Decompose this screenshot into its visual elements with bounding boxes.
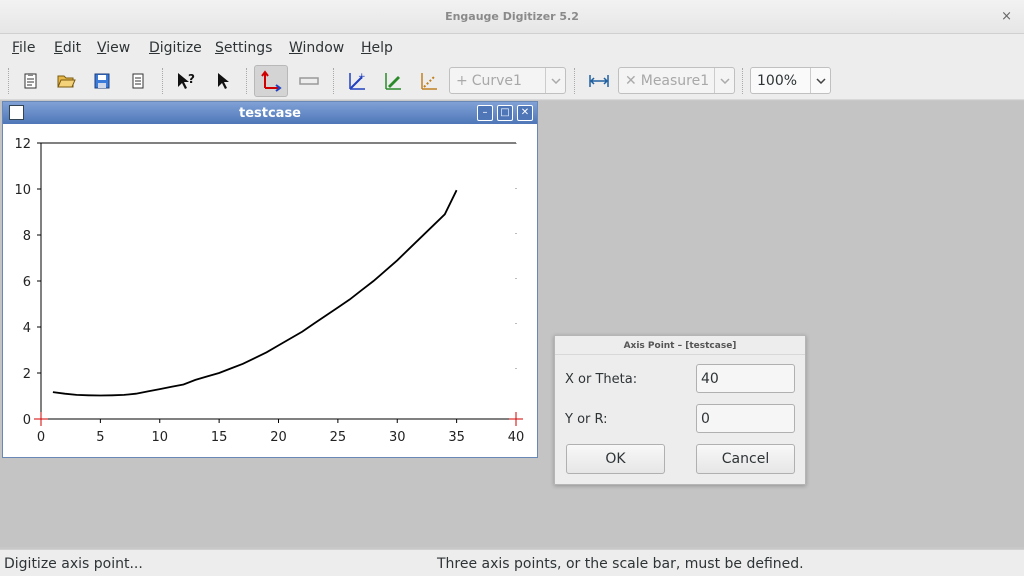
document-icon: [9, 105, 24, 120]
export-icon: [132, 73, 144, 89]
menu-file[interactable]: File: [12, 40, 36, 56]
point-match-button[interactable]: [378, 67, 408, 95]
y-tick-label: 12: [14, 137, 31, 152]
axis-point-dialog: Axis Point – [testcase] X or Theta: Y or…: [554, 335, 806, 485]
chevron-down-icon: [545, 68, 565, 93]
toolbar-separator: [162, 68, 164, 94]
y-tick-label: 4: [23, 321, 31, 336]
menu-view[interactable]: View: [97, 40, 131, 56]
app-titlebar: Engauge Digitizer 5.2 ×: [0, 0, 1024, 34]
document-titlebar[interactable]: testcase – □ ✕: [3, 102, 537, 124]
import-icon: [24, 73, 37, 89]
menubar: File Edit View Digitize Settings Window …: [0, 34, 1024, 62]
toolbar-separator: [742, 68, 744, 94]
app-title: Engauge Digitizer 5.2: [445, 10, 579, 23]
save-icon: [94, 73, 110, 89]
ok-button[interactable]: OK: [566, 444, 665, 474]
x-theta-input[interactable]: [696, 364, 795, 393]
measure-icon: [589, 75, 609, 87]
zoom-combo-value: 100%: [757, 72, 798, 89]
y-tick-label: 10: [14, 183, 31, 198]
import-button[interactable]: [16, 67, 46, 95]
document-close-button[interactable]: ✕: [517, 105, 533, 121]
chevron-down-icon: [810, 68, 830, 93]
close-window-button[interactable]: ×: [1001, 9, 1012, 24]
x-tick-label: 5: [96, 430, 104, 445]
status-left: Digitize axis point...: [4, 556, 143, 572]
measure-button[interactable]: [584, 67, 614, 95]
x-tick-label: 20: [270, 430, 287, 445]
whats-this-button[interactable]: ?: [171, 67, 201, 95]
select-icon: [218, 73, 229, 89]
maximize-button[interactable]: □: [497, 105, 513, 121]
axis-point-button[interactable]: [254, 65, 288, 97]
save-button[interactable]: [87, 67, 117, 95]
curve-combo-value: Curve1: [471, 72, 522, 89]
chevron-down-icon: [714, 68, 734, 93]
toolbar-separator: [246, 68, 248, 94]
plot-canvas[interactable]: 0 2 4 6 8 10 12 0 5 10 15 20 25 30 35 40: [3, 124, 537, 457]
zoom-combo[interactable]: 100%: [750, 67, 831, 94]
minimize-button[interactable]: –: [477, 105, 493, 121]
toolbar-separator: [8, 68, 10, 94]
curve-point-button[interactable]: +: [342, 67, 372, 95]
menu-edit[interactable]: Edit: [54, 40, 82, 56]
svg-text:?: ?: [188, 72, 195, 86]
x-tick-label: 25: [330, 430, 347, 445]
data-curve: [52, 189, 458, 397]
y-tick-label: 0: [23, 413, 31, 428]
curve-combo[interactable]: + Curve1: [449, 67, 566, 94]
y-label: Y or R:: [565, 412, 608, 427]
open-button[interactable]: [51, 67, 81, 95]
y-tick-label: 2: [23, 367, 31, 382]
measure-combo[interactable]: ✕ Measure1: [618, 67, 735, 94]
segment-fill-icon: [421, 73, 437, 90]
statusbar: Digitize axis point... Three axis points…: [0, 549, 1024, 576]
x-tick-label: 30: [389, 430, 406, 445]
menu-window[interactable]: Window: [289, 40, 345, 56]
curve-point-icon: +: [349, 72, 366, 90]
menu-settings[interactable]: Settings: [215, 40, 273, 56]
document-window[interactable]: testcase – □ ✕ 0 2 4 6 8 10 12 0 5 10 15 20 25 30 35 40: [2, 101, 538, 458]
scale-bar-button[interactable]: [294, 67, 324, 95]
plus-icon: +: [456, 72, 468, 89]
status-center: Three axis points, or the scale bar, mus…: [437, 556, 804, 572]
y-r-input[interactable]: [696, 404, 795, 433]
toolbar: ? + + Curve1 ✕ Measure1 100%: [0, 62, 1024, 100]
export-button[interactable]: [123, 67, 153, 95]
y-tick-label: 6: [23, 275, 31, 290]
x-label: X or Theta:: [565, 372, 638, 387]
point-match-icon: [385, 73, 401, 90]
menu-digitize[interactable]: Digitize: [149, 40, 202, 56]
axis-point-icon: [261, 70, 282, 92]
whats-this-icon: ?: [178, 72, 195, 89]
x-tick-label: 0: [37, 430, 45, 445]
y-tick-label: 8: [23, 229, 31, 244]
measure-combo-value: Measure1: [640, 72, 710, 89]
open-icon: [57, 75, 76, 88]
svg-text:+: +: [358, 72, 366, 82]
document-title: testcase: [238, 105, 302, 121]
scale-bar-icon: [299, 77, 319, 85]
x-tick-label: 35: [448, 430, 465, 445]
toolbar-separator: [333, 68, 335, 94]
segment-fill-button[interactable]: [414, 67, 444, 95]
toolbar-separator: [574, 68, 576, 94]
x-tick-label: 40: [508, 430, 525, 445]
x-tick-label: 10: [151, 430, 168, 445]
x-tick-label: 15: [211, 430, 228, 445]
close-icon: ✕: [625, 72, 637, 89]
cancel-button[interactable]: Cancel: [696, 444, 795, 474]
dialog-title: Axis Point – [testcase]: [555, 336, 805, 355]
select-button[interactable]: [208, 67, 238, 95]
menu-help[interactable]: Help: [361, 40, 393, 56]
